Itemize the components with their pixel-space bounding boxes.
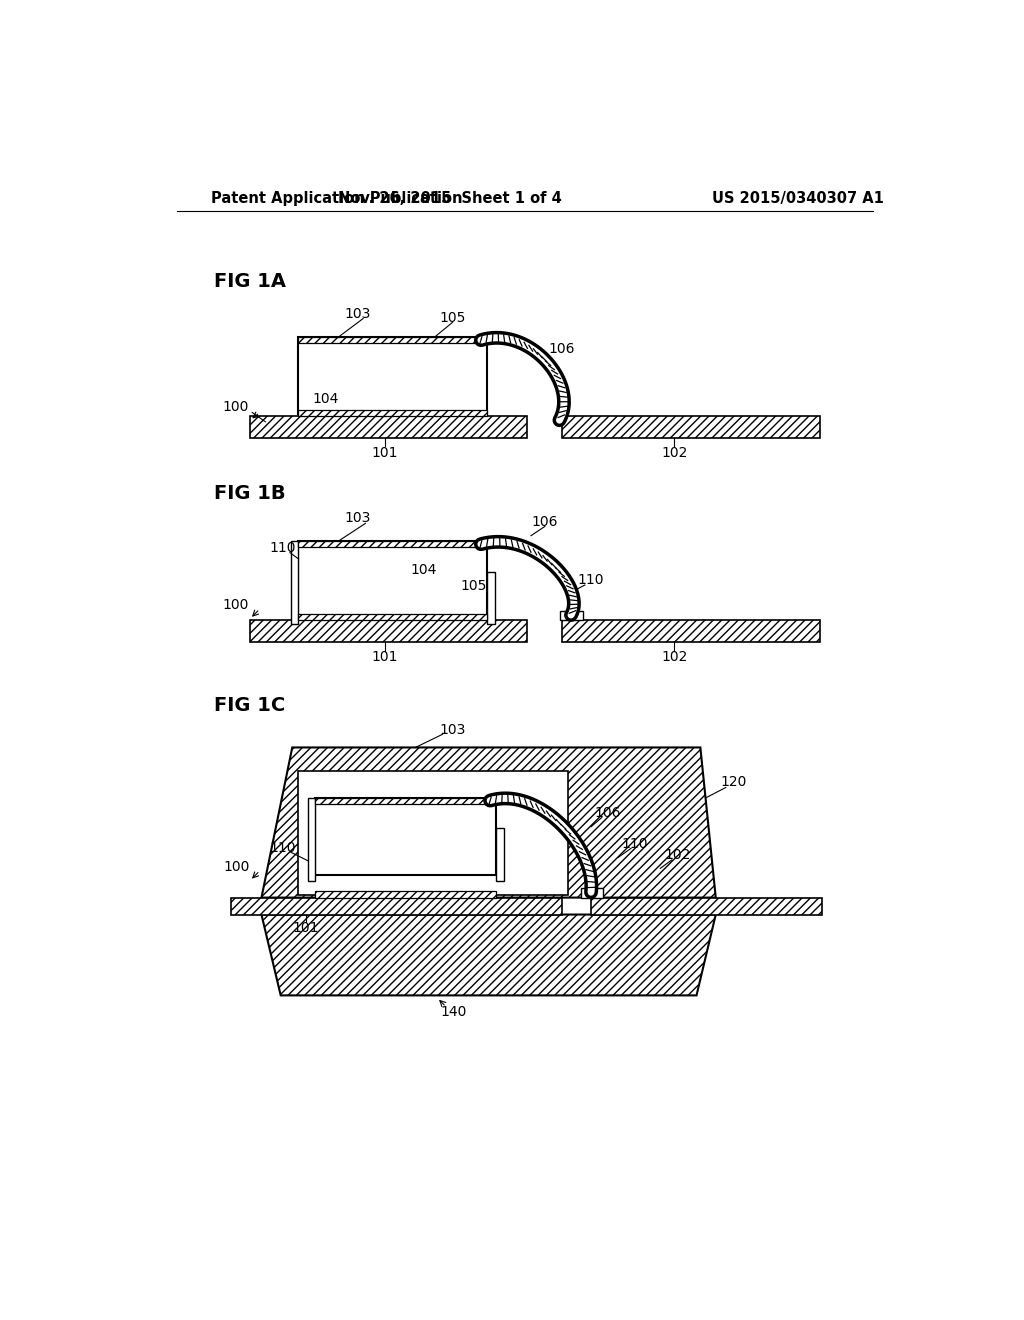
- Polygon shape: [261, 747, 716, 898]
- Bar: [487, 572, 495, 624]
- Text: 102: 102: [662, 651, 687, 664]
- Text: 106: 106: [595, 807, 622, 820]
- Text: 110: 110: [622, 837, 648, 850]
- Bar: [315, 797, 497, 875]
- Bar: [298, 411, 487, 416]
- Text: 105: 105: [470, 846, 497, 859]
- Bar: [307, 797, 315, 880]
- Text: 103: 103: [344, 308, 371, 321]
- Bar: [298, 614, 487, 620]
- Bar: [250, 620, 527, 642]
- Text: 103: 103: [344, 511, 371, 525]
- Text: Nov. 26, 2015  Sheet 1 of 4: Nov. 26, 2015 Sheet 1 of 4: [338, 191, 562, 206]
- Text: 105: 105: [439, 310, 466, 325]
- Text: 104: 104: [312, 392, 339, 405]
- Text: 106: 106: [549, 342, 575, 356]
- Bar: [591, 898, 822, 915]
- Text: 103: 103: [439, 723, 466, 737]
- Text: 102: 102: [662, 446, 687, 459]
- Text: 110: 110: [269, 841, 296, 854]
- Text: US 2015/0340307 A1: US 2015/0340307 A1: [712, 191, 884, 206]
- Text: FIG 1C: FIG 1C: [214, 696, 285, 714]
- Text: FIG 1A: FIG 1A: [214, 272, 286, 292]
- Text: 120: 120: [720, 775, 746, 789]
- Bar: [560, 611, 584, 620]
- Bar: [250, 416, 527, 438]
- Text: 102: 102: [665, 849, 690, 862]
- Bar: [298, 771, 568, 895]
- Text: 104: 104: [410, 564, 436, 577]
- Text: 100: 100: [223, 400, 249, 414]
- Text: 100: 100: [223, 598, 249, 612]
- Text: 101: 101: [293, 921, 319, 936]
- Bar: [291, 541, 298, 624]
- Bar: [562, 416, 819, 438]
- Bar: [562, 620, 819, 642]
- Text: 105: 105: [460, 578, 486, 593]
- Text: 101: 101: [372, 446, 398, 459]
- Bar: [581, 888, 602, 898]
- Bar: [298, 337, 487, 414]
- Text: 110: 110: [578, 573, 604, 587]
- Text: 101: 101: [372, 651, 398, 664]
- Text: 100: 100: [223, 859, 250, 874]
- Bar: [298, 541, 487, 548]
- Polygon shape: [261, 915, 716, 995]
- Text: FIG 1B: FIG 1B: [214, 484, 286, 503]
- Bar: [298, 337, 487, 343]
- Bar: [230, 898, 562, 915]
- Bar: [298, 541, 487, 618]
- Text: Patent Application Publication: Patent Application Publication: [211, 191, 463, 206]
- Text: 110: 110: [269, 541, 296, 554]
- Bar: [315, 891, 497, 898]
- Text: 106: 106: [531, 515, 558, 529]
- Bar: [497, 829, 504, 880]
- Bar: [315, 797, 497, 804]
- Text: 104: 104: [414, 825, 440, 840]
- Text: 140: 140: [440, 1005, 467, 1019]
